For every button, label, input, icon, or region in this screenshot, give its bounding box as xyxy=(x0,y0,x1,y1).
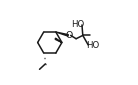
Polygon shape xyxy=(55,38,62,42)
Text: O: O xyxy=(66,31,73,40)
Text: HO: HO xyxy=(71,20,84,29)
Polygon shape xyxy=(56,32,68,36)
Text: HO: HO xyxy=(86,41,100,50)
